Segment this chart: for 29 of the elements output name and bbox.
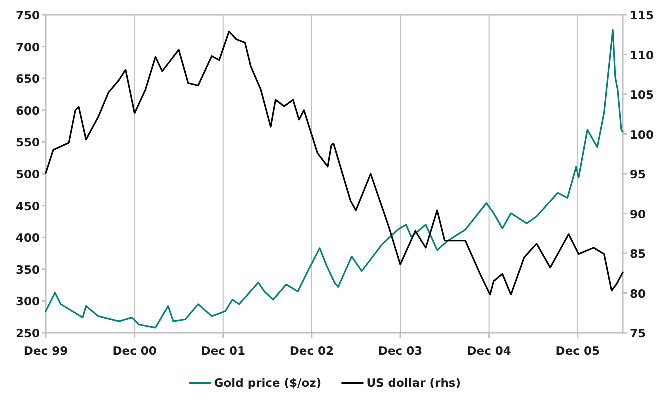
y-tick-label: 600 <box>16 104 40 118</box>
y2-tick-label: 100 <box>630 128 654 142</box>
y-tick-label: 350 <box>16 262 40 277</box>
y-tick-label: 500 <box>16 168 40 182</box>
y2-tick-label: 115 <box>630 8 654 22</box>
x-tick-label: Dec 04 <box>467 344 512 358</box>
x-tick-label: Dec 05 <box>556 344 600 358</box>
y2-tick-label: 95 <box>630 168 646 182</box>
x-tick-label: Dec 02 <box>290 344 334 358</box>
y-tick-label: 750 <box>16 8 40 22</box>
y-tick-label: 250 <box>16 326 40 340</box>
y-tick-label: 700 <box>16 40 40 54</box>
y2-tick-label: 85 <box>630 247 646 261</box>
y-tick-label: 300 <box>16 294 40 309</box>
y2-tick-label: 80 <box>630 286 646 301</box>
x-tick-label: Dec 00 <box>112 344 157 358</box>
legend-label: Gold price ($/oz) <box>214 376 322 390</box>
y2-tick-label: 110 <box>630 48 654 62</box>
y-tick-label: 450 <box>16 199 40 214</box>
legend-label: US dollar (rhs) <box>366 376 461 390</box>
y2-tick-label: 75 <box>630 326 646 340</box>
y2-tick-label: 90 <box>630 207 646 222</box>
y-tick-label: 400 <box>16 231 40 246</box>
x-tick-label: Dec 03 <box>378 344 423 358</box>
y2-tick-label: 105 <box>630 88 654 102</box>
x-tick-label: Dec 01 <box>201 344 246 358</box>
y-tick-label: 650 <box>16 72 40 86</box>
y-tick-label: 550 <box>16 136 40 150</box>
x-tick-label: Dec 99 <box>24 344 68 358</box>
